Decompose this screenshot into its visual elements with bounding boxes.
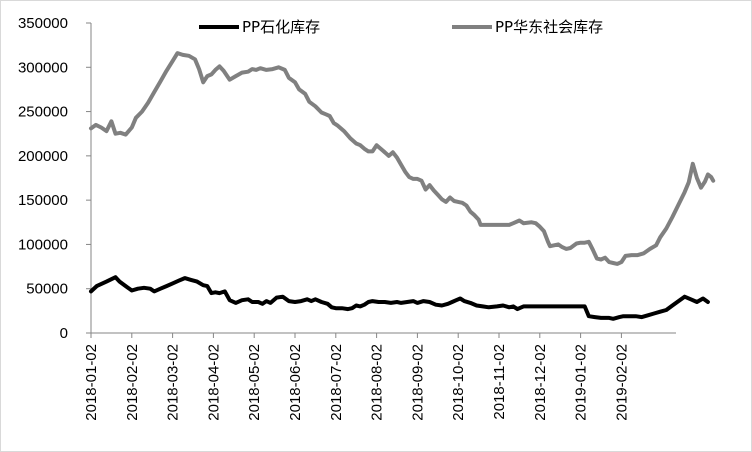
series-line-pp-petrochem-inventory xyxy=(89,275,710,321)
y-tick-label: 350000 xyxy=(18,15,68,32)
y-tick-label: 300000 xyxy=(18,59,68,76)
x-tick-label: 2019-02-02 xyxy=(613,344,630,421)
y-tick-label: 50000 xyxy=(26,281,68,298)
x-tick-label: 2018-09-02 xyxy=(409,344,426,421)
y-tick-label: 100000 xyxy=(18,236,68,253)
x-tick-label: 2018-03-02 xyxy=(165,344,182,421)
legend-label-pp-petrochem-inventory: PP石化库存 xyxy=(242,18,320,36)
x-tick-label: 2018-04-02 xyxy=(205,344,222,421)
x-tick-label: 2018-06-02 xyxy=(287,344,304,421)
y-tick-label: 0 xyxy=(60,325,68,342)
legend: PP石化库存 PP华东社会库存 xyxy=(199,18,603,36)
x-tick-label: 2018-07-02 xyxy=(328,344,345,421)
x-axis-ticks: 2018-01-02 2018-02-02 2018-03-02 2018-04-02… xyxy=(83,333,630,421)
legend-label-pp-east-china-social-inventory: PP华东社会库存 xyxy=(495,18,603,36)
x-tick-label: 2018-12-02 xyxy=(532,344,549,421)
x-tick-label: 2018-05-02 xyxy=(246,344,263,421)
series-line-pp-east-china-social-inventory xyxy=(89,51,716,266)
x-tick-label: 2018-01-02 xyxy=(83,344,100,421)
x-tick-label: 2018-02-02 xyxy=(124,344,141,421)
x-tick-label: 2018-11-02 xyxy=(491,344,508,420)
series-lines xyxy=(89,51,716,321)
y-tick-label: 200000 xyxy=(18,148,68,165)
y-tick-label: 250000 xyxy=(18,104,68,121)
axes xyxy=(90,23,676,334)
y-axis-ticks: 0 50000 100000 150000 200000 250000 300000 3500… xyxy=(18,15,91,342)
x-tick-label: 2018-08-02 xyxy=(369,344,386,421)
x-tick-label: 2019-01-02 xyxy=(573,344,590,421)
y-tick-label: 150000 xyxy=(18,192,68,209)
x-tick-label: 2018-10-02 xyxy=(450,344,467,421)
